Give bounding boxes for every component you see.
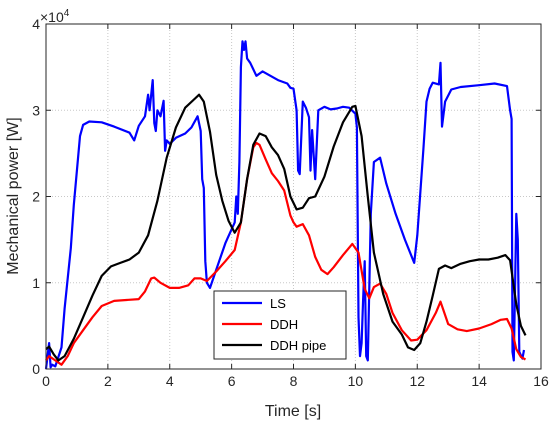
y-scale-exponent-power: 4 <box>64 8 70 19</box>
series-layer <box>44 40 527 370</box>
y-tick-label: 0 <box>32 361 40 377</box>
y-tick-label: 1 <box>32 275 40 291</box>
y-tick-label: 4 <box>32 16 40 32</box>
x-axis-label: Time [s] <box>265 403 321 420</box>
x-tick-label: 10 <box>348 373 364 389</box>
x-tick-label: 8 <box>290 373 298 389</box>
x-tick-label: 16 <box>533 373 549 389</box>
series-line-ddh <box>45 141 527 366</box>
y-scale-exponent: ×104 <box>40 8 70 25</box>
y-tick-label: 2 <box>32 189 40 205</box>
series-line-ddh-pipe <box>45 93 527 362</box>
x-tick-label: 4 <box>166 373 174 389</box>
x-tick-label: 0 <box>42 373 50 389</box>
series-line-ls <box>44 40 526 370</box>
x-tick-label: 6 <box>228 373 236 389</box>
y-axis-label: Mechanical power [W] <box>5 117 22 274</box>
x-tick-label: 12 <box>409 373 425 389</box>
legend-label: DDH <box>270 317 298 332</box>
legend-label: DDH pipe <box>270 338 326 353</box>
legend: LS DDH DDH pipe <box>213 290 347 360</box>
x-tick-label: 14 <box>471 373 487 389</box>
y-scale-exponent-base: ×10 <box>40 9 64 25</box>
y-tick-label: 3 <box>32 102 40 118</box>
legend-label: LS <box>270 296 286 311</box>
x-tick-label: 2 <box>104 373 112 389</box>
